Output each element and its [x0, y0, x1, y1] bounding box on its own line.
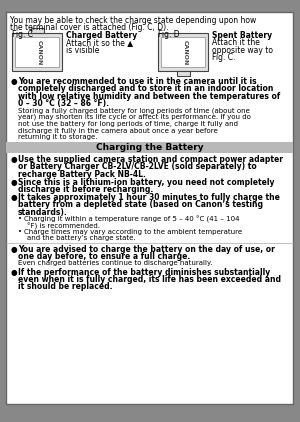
Bar — [12, 33, 62, 71]
Text: one day before, to ensure a full charge.: one day before, to ensure a full charge. — [18, 252, 190, 261]
Bar — [158, 33, 208, 71]
Text: Charge times may vary according to the ambient temperature: Charge times may vary according to the a… — [24, 229, 242, 235]
Text: ●: ● — [11, 178, 18, 187]
Text: •: • — [18, 229, 22, 235]
Text: returning it to storage.: returning it to storage. — [18, 135, 98, 141]
Text: not use the battery for long periods of time, charge it fully and: not use the battery for long periods of … — [18, 121, 238, 127]
Text: discharge it before recharging.: discharge it before recharging. — [18, 185, 153, 194]
Bar — [176, 71, 190, 76]
Text: Since this is a lithium-ion battery, you need not completely: Since this is a lithium-ion battery, you… — [18, 178, 274, 187]
Text: battery from a depleted state (based on Canon’s testing: battery from a depleted state (based on … — [18, 200, 263, 209]
Text: You are advised to charge the battery on the day of use, or: You are advised to charge the battery on… — [18, 245, 275, 254]
Bar — [6, 142, 293, 153]
Text: Fig. C.: Fig. C. — [212, 53, 236, 62]
Text: Even charged batteries continue to discharge naturally.: Even charged batteries continue to disch… — [18, 260, 212, 266]
Text: Attach it the: Attach it the — [212, 38, 260, 48]
Text: ●: ● — [11, 193, 18, 202]
Text: It takes approximately 1 hour 30 minutes to fully charge the: It takes approximately 1 hour 30 minutes… — [18, 193, 280, 202]
Text: Storing a fully charged battery for long periods of time (about one: Storing a fully charged battery for long… — [18, 107, 250, 114]
Text: it should be replaced.: it should be replaced. — [18, 282, 112, 291]
Text: Charged Battery: Charged Battery — [66, 31, 137, 40]
Text: standards).: standards). — [18, 208, 68, 216]
Text: You are recommended to use it in the camera until it is: You are recommended to use it in the cam… — [18, 77, 256, 86]
Text: 0 – 30 °C (32 – 86 °F).: 0 – 30 °C (32 – 86 °F). — [18, 99, 109, 108]
Text: •: • — [18, 216, 22, 222]
Text: Use the supplied camera station and compact power adapter: Use the supplied camera station and comp… — [18, 155, 283, 164]
Bar — [15, 37, 59, 67]
Text: ●: ● — [11, 245, 18, 254]
Text: or Battery Charger CB-2LV/CB-2LVE (sold separately) to: or Battery Charger CB-2LV/CB-2LVE (sold … — [18, 162, 257, 171]
Text: You may be able to check the charge state depending upon how: You may be able to check the charge stat… — [10, 16, 256, 25]
Text: the terminal cover is attached (Fig. C, D).: the terminal cover is attached (Fig. C, … — [10, 23, 169, 32]
Bar — [161, 37, 205, 67]
Text: year) may shorten its life cycle or affect its performance. If you do: year) may shorten its life cycle or affe… — [18, 114, 251, 120]
Text: Fig. D: Fig. D — [158, 30, 180, 39]
Text: even when it is fully charged, its life has been exceeded and: even when it is fully charged, its life … — [18, 275, 281, 284]
Text: Charging the Battery: Charging the Battery — [96, 143, 204, 152]
Text: Charging it within a temperature range of 5 – 40 °C (41 – 104: Charging it within a temperature range o… — [24, 216, 239, 223]
Text: CANON: CANON — [182, 40, 188, 65]
Text: discharge it fully in the camera about once a year before: discharge it fully in the camera about o… — [18, 127, 218, 134]
Text: ●: ● — [11, 77, 18, 86]
Text: Fig. C: Fig. C — [12, 30, 33, 39]
Text: opposite way to: opposite way to — [212, 46, 273, 55]
Text: recharge Battery Pack NB-4L.: recharge Battery Pack NB-4L. — [18, 170, 146, 179]
Text: ●: ● — [11, 268, 18, 277]
Text: °F) is recommended.: °F) is recommended. — [27, 222, 100, 230]
Text: is visible: is visible — [66, 46, 99, 55]
Text: CANON: CANON — [37, 40, 41, 65]
Text: If the performance of the battery diminishes substantially: If the performance of the battery dimini… — [18, 268, 270, 277]
Text: Spent Battery: Spent Battery — [212, 31, 272, 40]
Text: ●: ● — [11, 155, 18, 164]
Text: Attach it so the ▲: Attach it so the ▲ — [66, 38, 133, 48]
Bar — [31, 28, 44, 33]
Text: with low relative humidity and between the temperatures of: with low relative humidity and between t… — [18, 92, 280, 101]
Text: completely discharged and to store it in an indoor location: completely discharged and to store it in… — [18, 84, 273, 94]
Text: and the battery’s charge state.: and the battery’s charge state. — [27, 235, 136, 241]
